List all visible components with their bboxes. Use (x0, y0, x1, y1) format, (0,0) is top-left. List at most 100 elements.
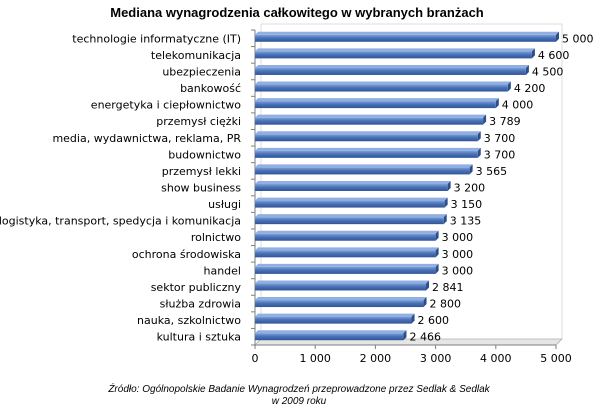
data-label: 2 600 (418, 314, 450, 327)
bar-top-face (255, 181, 451, 184)
data-label: 4 200 (514, 82, 546, 95)
bar-end-face (447, 181, 451, 191)
bar-end-face (403, 330, 407, 341)
category-label: technologie informatyczne (IT) (72, 32, 241, 45)
category-label: telekomunikacja (151, 49, 241, 62)
bar-top-face (255, 147, 481, 151)
bar (255, 167, 470, 175)
bar (255, 316, 412, 324)
bar (255, 300, 424, 308)
category-label: rolnictwo (191, 231, 241, 244)
bar-end-face (469, 164, 473, 175)
chart-title: Mediana wynagrodzenia całkowitego w wybr… (110, 5, 484, 20)
bar-top-face (255, 313, 415, 317)
bar-end-face (531, 48, 535, 59)
bar-top-face (255, 31, 559, 35)
bar-end-face (556, 31, 559, 42)
x-tick-label: 5 000 (540, 352, 572, 365)
bar (255, 34, 556, 42)
bar (255, 134, 478, 142)
data-label: 4 000 (502, 99, 534, 112)
bar (255, 84, 508, 92)
category-label: przemysł ciężki (156, 115, 241, 128)
x-tick-label: 1 000 (299, 352, 331, 365)
x-tick-label: 2 000 (360, 352, 392, 365)
data-label: 2 800 (430, 298, 462, 311)
data-label: 3 700 (484, 132, 516, 145)
bar (255, 101, 496, 109)
category-label: handel (204, 264, 242, 277)
bar-end-face (525, 64, 529, 75)
category-label: media, wydawnictwa, reklama, PR (52, 132, 241, 145)
bar-top-face (255, 197, 448, 201)
data-label: 5 000 (562, 32, 594, 45)
x-tick-label: 3 000 (420, 352, 452, 365)
data-label: 3 135 (450, 215, 482, 228)
data-label: 4 600 (538, 49, 570, 62)
data-label: 2 466 (409, 331, 441, 344)
bar-top-face (255, 48, 535, 52)
bar-end-face (477, 131, 481, 142)
bar-end-face (435, 263, 439, 274)
category-label: show business (161, 182, 241, 195)
source-note-line-1: Źródło: Ogólnopolskie Badanie Wynagrodze… (108, 384, 490, 395)
bar-chart-svg: Mediana wynagrodzenia całkowitego w wybr… (0, 5, 594, 365)
bar (255, 200, 445, 208)
source-note-line-2: w 2009 roku (271, 396, 327, 407)
bar-end-face (411, 313, 415, 324)
data-label: 3 565 (476, 165, 508, 178)
bar-top-face (255, 164, 473, 168)
bar (255, 217, 444, 225)
category-label: ochrona środowiska (132, 248, 241, 261)
bar (255, 250, 436, 258)
category-label: energetyka i ciepłownictwo (91, 99, 241, 112)
bar-top-face (255, 81, 511, 85)
bar-top-face (255, 297, 427, 301)
bar (255, 333, 404, 341)
bar-top-face (255, 98, 499, 102)
bar-end-face (443, 214, 447, 225)
bar-top-face (255, 263, 439, 267)
bar (255, 233, 436, 241)
bar (255, 184, 448, 191)
bar-end-face (426, 280, 430, 291)
category-label: nauka, szkolnictwo (137, 314, 241, 327)
bar-top-face (255, 131, 481, 135)
x-tick-label: 4 000 (480, 352, 512, 365)
bar-top-face (255, 330, 407, 334)
bar (255, 51, 532, 59)
data-label: 3 000 (442, 248, 474, 261)
bar (255, 67, 526, 75)
bar-top-face (255, 214, 447, 218)
bar (255, 266, 436, 274)
bar-end-face (435, 247, 439, 258)
bar-end-face (495, 98, 499, 109)
data-label: 3 700 (484, 148, 516, 161)
category-label: bankowość (180, 82, 241, 95)
data-label: 2 841 (432, 281, 464, 294)
data-label: 3 000 (442, 231, 474, 244)
plot-area: technologie informatyczne (IT) 5 000 telek… (0, 23, 594, 365)
category-label: przemysł lekki (162, 165, 241, 178)
data-label: 4 500 (532, 65, 564, 78)
data-label: 3 150 (451, 198, 483, 211)
x-tick-label: 0 (252, 352, 259, 365)
bar-end-face (423, 297, 427, 308)
category-label: kultura i sztuka (157, 331, 241, 344)
bar-top-face (255, 230, 439, 234)
bar-end-face (483, 114, 487, 125)
category-label: służba zdrowia (160, 298, 241, 311)
bar-top-face (255, 64, 529, 68)
data-label: 3 789 (489, 115, 520, 128)
category-label: usługi (208, 198, 241, 211)
bar-end-face (477, 147, 481, 158)
category-label: sektor publiczny (151, 281, 242, 294)
bar-top-face (255, 114, 487, 118)
bar-end-face (444, 197, 448, 208)
bar-top-face (255, 247, 439, 251)
bar-end-face (507, 81, 511, 92)
bar (255, 150, 478, 158)
bar-end-face (435, 230, 439, 241)
category-label: budownictwo (168, 148, 241, 161)
